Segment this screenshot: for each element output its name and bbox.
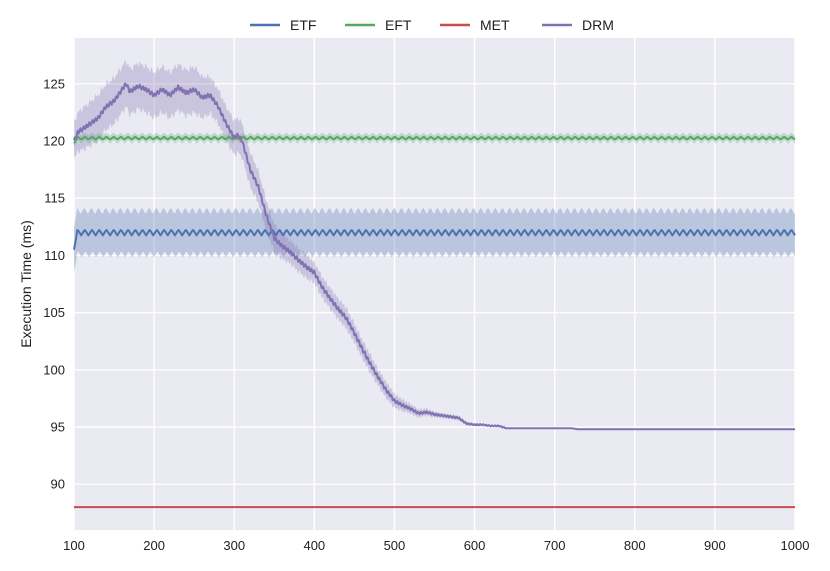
drm-band [74,60,795,430]
y-axis-label: Execution Time (ms) [18,220,34,348]
x-tick-label: 300 [223,538,245,553]
y-axis: 90 95 100 105 110 115 120 125 [43,76,65,491]
x-tick-label: 900 [704,538,726,553]
drm-line [73,82,796,431]
y-tick-label: 105 [43,305,65,320]
x-tick-label: 400 [303,538,325,553]
legend-label-drm: DRM [582,17,614,33]
x-tick-label: 100 [63,538,85,553]
x-tick-label: 800 [624,538,646,553]
y-tick-label: 95 [51,420,65,435]
legend-label-met: MET [480,17,510,33]
x-tick-label: 1000 [781,538,810,553]
y-tick-label: 110 [44,248,65,263]
x-axis: 100 200 300 400 500 600 700 800 900 1000 [63,538,809,553]
y-tick-label: 115 [44,191,65,206]
legend-label-eft: EFT [385,17,412,33]
y-tick-label: 100 [43,362,65,377]
y-tick-label: 120 [43,133,65,148]
eft-line [73,136,796,144]
y-tick-label: 90 [51,477,65,492]
grid [73,38,796,530]
legend: ETF EFT MET DRM [250,17,614,33]
x-tick-label: 600 [464,538,486,553]
etf-band [74,208,795,272]
legend-label-etf: ETF [290,17,316,33]
y-tick-label: 125 [43,76,65,91]
x-tick-label: 500 [384,538,406,553]
x-tick-label: 700 [544,538,566,553]
plot-background [74,38,795,530]
etf-line [73,229,796,250]
x-tick-label: 200 [143,538,165,553]
series-lines [73,82,796,509]
